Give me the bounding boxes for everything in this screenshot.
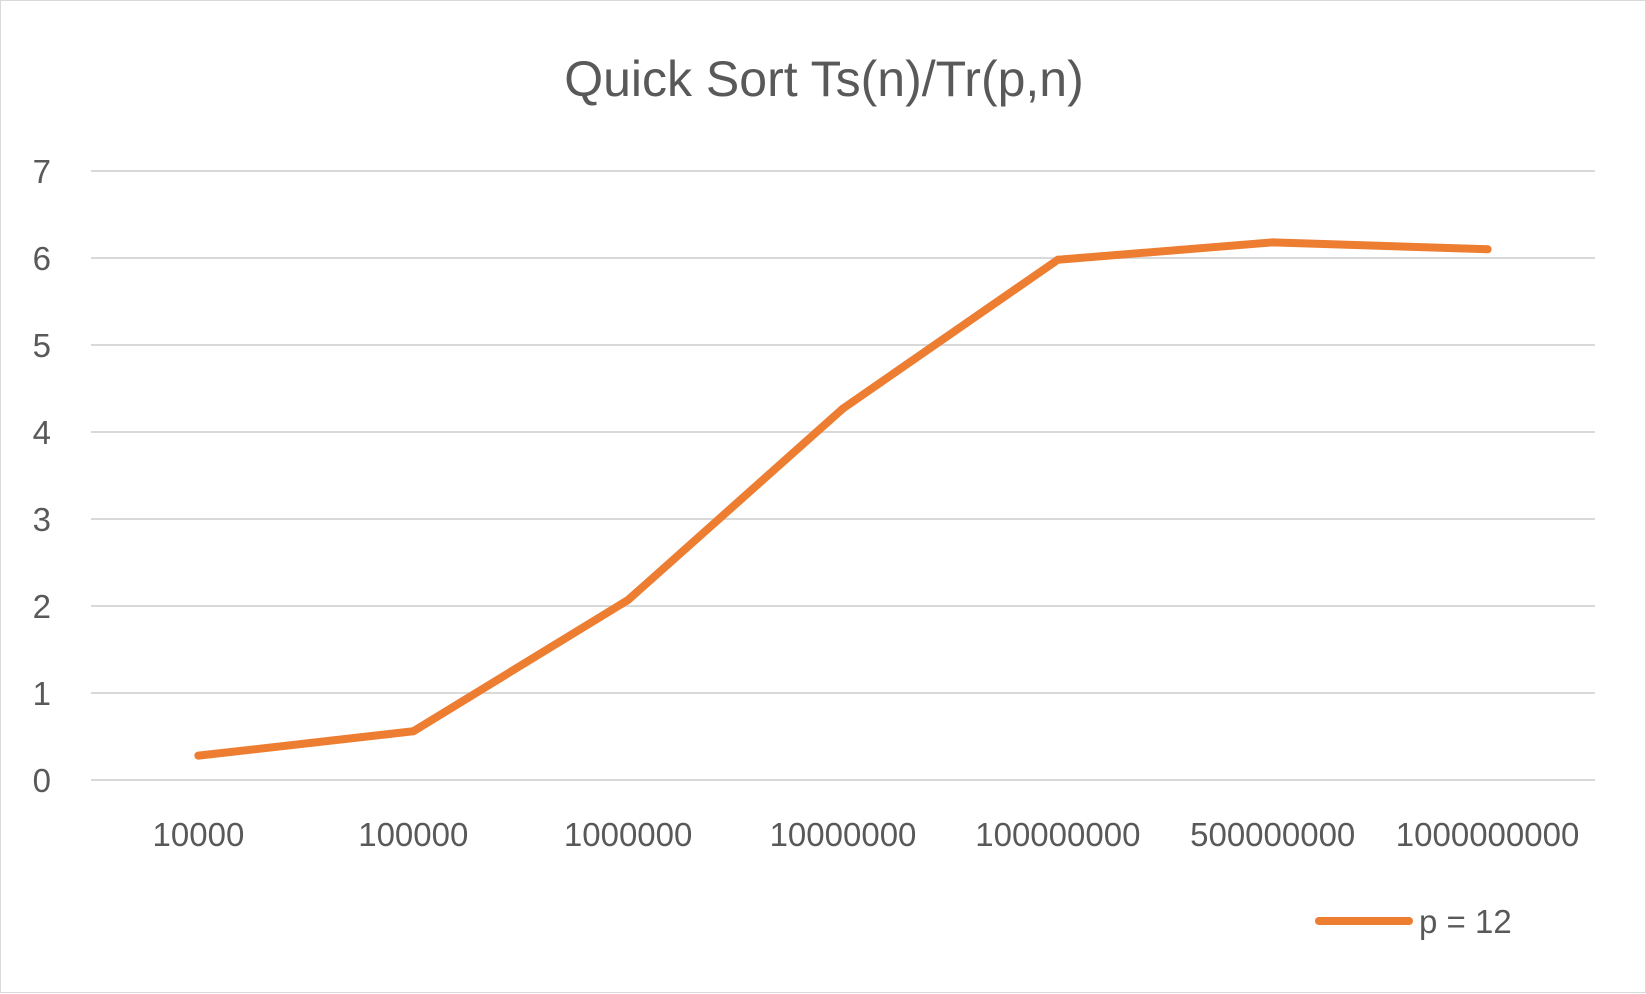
y-tick-label: 6: [33, 240, 51, 277]
data-point[interactable]: [409, 727, 418, 736]
y-tick-label: 7: [33, 153, 51, 190]
x-tick-label: 500000000: [1190, 816, 1355, 853]
y-tick-label: 3: [33, 501, 51, 538]
chart-title: Quick Sort Ts(n)/Tr(p,n): [564, 51, 1084, 107]
data-point[interactable]: [1268, 238, 1277, 247]
x-tick-label: 100000000: [975, 816, 1140, 853]
y-axis-ticks: 0 1 2 3 4 5 6 7: [33, 153, 51, 799]
y-tick-label: 5: [33, 327, 51, 364]
legend-label: p = 12: [1419, 903, 1512, 940]
y-tick-label: 0: [33, 762, 51, 799]
data-point[interactable]: [839, 404, 847, 413]
data-point[interactable]: [1053, 255, 1062, 264]
gridlines: [91, 170, 1595, 781]
legend[interactable]: p = 12: [1315, 903, 1512, 940]
x-tick-label: 100000: [358, 816, 468, 853]
y-tick-label: 2: [33, 588, 51, 625]
series-line-0[interactable]: [194, 238, 1492, 760]
x-axis-ticks: 10000 100000 1000000 10000000 100000000 50000…: [153, 816, 1580, 853]
x-tick-label: 1000000000: [1396, 816, 1580, 853]
x-tick-label: 10000: [153, 816, 245, 853]
x-tick-label: 10000000: [770, 816, 917, 853]
data-point[interactable]: [624, 595, 633, 604]
series-layer: [194, 238, 1492, 760]
data-point[interactable]: [1483, 245, 1492, 254]
y-tick-label: 4: [33, 414, 51, 451]
x-tick-label: 1000000: [564, 816, 692, 853]
data-point[interactable]: [194, 751, 203, 760]
y-tick-label: 1: [33, 675, 51, 712]
